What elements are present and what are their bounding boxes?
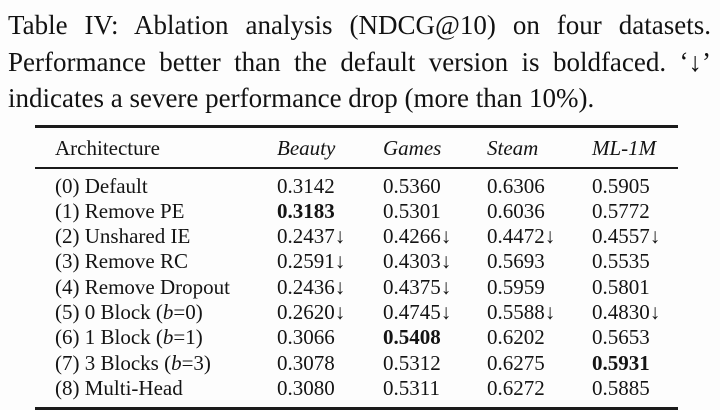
header-row: Architecture Beauty Games Steam ML-1M: [35, 126, 678, 168]
value-cell: 0.2436↓: [277, 274, 346, 299]
value-cell: 0.2620↓: [277, 299, 346, 324]
value-cell: 0.5801: [592, 274, 650, 299]
caption-line: Table IV: Ablation analysis (NDCG@10) on…: [8, 10, 711, 40]
value-cell: 0.5959: [487, 274, 545, 299]
value-cell: 0.3080: [277, 375, 335, 400]
value-cell: 0.5311: [383, 375, 440, 400]
value-cell: 0.3078: [277, 350, 335, 375]
value-cell: 0.4745↓: [383, 299, 452, 324]
column-header-steam: Steam: [487, 135, 539, 160]
architecture-cell: (1) Remove PE: [55, 198, 185, 223]
architecture-cell: (5) 0 Block (b=0): [55, 299, 203, 324]
value-cell: 0.5931: [592, 350, 650, 375]
column-header-architecture: Architecture: [55, 135, 160, 160]
architecture-cell: (8) Multi-Head: [55, 375, 183, 400]
column-header-ml-1m: ML-1M: [592, 135, 657, 160]
table-row: (4) Remove Dropout 0.2436↓ 0.4375↓ 0.5959 0.…: [35, 275, 678, 300]
table-row: (0) Default 0.3142 0.5360 0.6306 0.5905: [35, 168, 678, 199]
table-body: (0) Default 0.3142 0.5360 0.6306 0.5905 (1) R…: [35, 168, 678, 409]
value-cell: 0.4375↓: [383, 274, 452, 299]
column-header-beauty: Beauty: [277, 135, 336, 160]
value-cell: 0.5301: [383, 198, 441, 223]
value-cell: 0.4303↓: [383, 249, 452, 274]
table-row: (1) Remove PE 0.3183 0.5301 0.6036 0.5772: [35, 199, 678, 224]
value-cell: 0.5312: [383, 350, 441, 375]
value-cell: 0.5653: [592, 325, 650, 350]
table-row: (7) 3 Blocks (b=3) 0.3078 0.5312 0.6275 0.59…: [35, 351, 678, 376]
value-cell: 0.4557↓: [592, 224, 661, 249]
caption-line: indicates a severe performance drop (mor…: [8, 83, 595, 113]
table-row: (5) 0 Block (b=0) 0.2620↓ 0.4745↓ 0.5588↓ 0.…: [35, 300, 678, 325]
value-cell: 0.5360: [383, 173, 441, 198]
architecture-cell: (3) Remove RC: [55, 249, 188, 274]
table-row: (6) 1 Block (b=1) 0.3066 0.5408 0.6202 0.565…: [35, 325, 678, 350]
value-cell: 0.6202: [487, 325, 545, 350]
value-cell: 0.4472↓: [487, 224, 556, 249]
column-header-games: Games: [383, 135, 442, 160]
value-cell: 0.5408: [383, 325, 441, 350]
value-cell: 0.5693: [487, 249, 545, 274]
value-cell: 0.6306: [487, 173, 545, 198]
caption-line: Performance better than the default vers…: [8, 46, 711, 77]
ablation-table: Architecture Beauty Games Steam ML-1M (0…: [35, 124, 678, 410]
value-cell: 0.4830↓: [592, 299, 661, 324]
architecture-cell: (7) 3 Blocks (b=3): [55, 350, 211, 375]
table-caption: Table IV: Ablation analysis (NDCG@10) on…: [8, 7, 711, 117]
value-cell: 0.6036: [487, 198, 545, 223]
value-cell: 0.3142: [277, 173, 335, 198]
value-cell: 0.5588↓: [487, 299, 556, 324]
table-row: (8) Multi-Head 0.3080 0.5311 0.6272 0.5885: [35, 376, 678, 409]
value-cell: 0.5772: [592, 198, 650, 223]
table-row: (2) Unshared IE 0.2437↓ 0.4266↓ 0.4472↓ 0.45…: [35, 224, 678, 249]
value-cell: 0.5885: [592, 375, 650, 400]
value-cell: 0.6275: [487, 350, 545, 375]
value-cell: 0.2437↓: [277, 224, 346, 249]
architecture-cell: (6) 1 Block (b=1): [55, 325, 203, 350]
value-cell: 0.5905: [592, 173, 650, 198]
value-cell: 0.3183: [277, 198, 335, 223]
table-row: (3) Remove RC 0.2591↓ 0.4303↓ 0.5693 0.5535: [35, 249, 678, 274]
architecture-cell: (2) Unshared IE: [55, 224, 191, 249]
architecture-cell: (4) Remove Dropout: [55, 274, 230, 299]
value-cell: 0.6272: [487, 375, 545, 400]
value-cell: 0.2591↓: [277, 249, 346, 274]
table-header: Architecture Beauty Games Steam ML-1M: [35, 126, 678, 168]
value-cell: 0.5535: [592, 249, 650, 274]
value-cell: 0.3066: [277, 325, 335, 350]
value-cell: 0.4266↓: [383, 224, 452, 249]
architecture-cell: (0) Default: [55, 173, 148, 198]
